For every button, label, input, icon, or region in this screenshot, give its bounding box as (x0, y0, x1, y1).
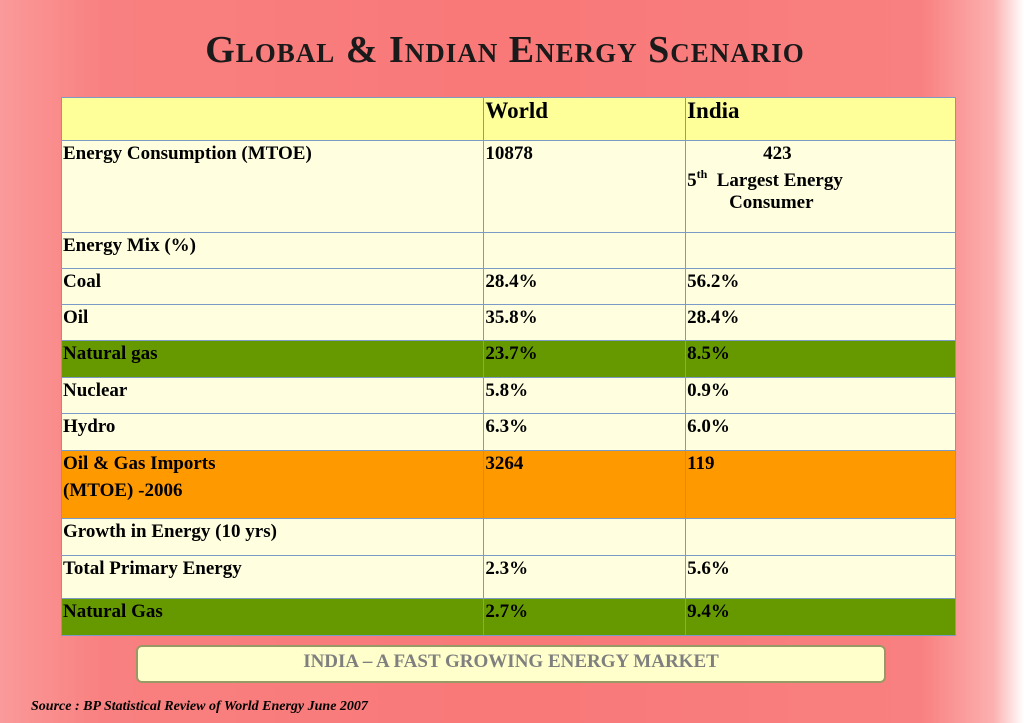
india-value-empty (685, 232, 956, 269)
row-label: Energy Consumption (MTOE) (60, 140, 485, 233)
row-label: Energy Mix (%) (60, 232, 485, 269)
india-value: 8.5% (685, 340, 956, 378)
table-row-imports: Oil & Gas Imports (MTOE) -2006 3264 119 (60, 450, 956, 519)
world-value: 5.8% (483, 377, 687, 414)
india-value: 56.2% (685, 268, 956, 305)
table-row-energy-mix: Energy Mix (%) (60, 232, 956, 269)
imports-label-line2: (MTOE) -2006 (63, 480, 183, 501)
table-row-energy-consumption: Energy Consumption (MTOE) 10878 423 5th … (60, 140, 956, 233)
world-value: 3264 (483, 450, 687, 519)
row-label: Hydro (60, 413, 485, 451)
slide-title: Global & Indian Energy Scenario (205, 29, 805, 71)
table-row: Oil 35.8% 28.4% (60, 304, 956, 341)
row-label: Growth in Energy (10 yrs) (60, 518, 485, 556)
table-row: Hydro 6.3% 6.0% (60, 413, 956, 451)
table-row: Total Primary Energy 2.3% 5.6% (60, 555, 956, 599)
world-value-empty (483, 518, 687, 556)
table-row: Coal 28.4% 56.2% (60, 268, 956, 305)
table-row-natural-gas-growth: Natural Gas 2.7% 9.4% (60, 598, 956, 636)
row-label: Natural gas (60, 340, 485, 378)
world-value: 2.7% (483, 598, 687, 636)
world-value: 28.4% (483, 268, 687, 305)
row-label: Natural Gas (60, 598, 485, 636)
india-note-line1: Largest Energy (716, 170, 843, 191)
row-label: Total Primary Energy (60, 555, 485, 599)
india-value-empty (685, 518, 956, 556)
india-value: 28.4% (685, 304, 956, 341)
india-value: 9.4% (685, 598, 956, 636)
row-label: Coal (60, 268, 485, 305)
row-label: Oil (60, 304, 485, 341)
india-value-cell: 423 5th Largest Energy Consumer (685, 140, 956, 233)
table-row-growth: Growth in Energy (10 yrs) (60, 518, 956, 556)
world-value: 10878 (483, 140, 687, 233)
world-value: 35.8% (483, 304, 687, 341)
india-value: 6.0% (685, 413, 956, 451)
world-value: 23.7% (483, 340, 687, 378)
header-cell-blank (60, 97, 485, 141)
row-label: Nuclear (60, 377, 485, 414)
india-value: 0.9% (685, 377, 956, 414)
india-consumption-value: 423 (763, 143, 792, 164)
header-cell-india: India (685, 97, 956, 141)
india-rank-suffix: th (696, 167, 708, 181)
market-banner: INDIA – A FAST GROWING ENERGY MARKET (136, 645, 886, 683)
energy-table: World India Energy Consumption (MTOE) 10… (60, 97, 956, 636)
imports-label-line1: Oil & Gas Imports (63, 453, 216, 474)
table-row-natural-gas: Natural gas 23.7% 8.5% (60, 340, 956, 378)
india-rank: 5 (687, 170, 697, 191)
table-row: Nuclear 5.8% 0.9% (60, 377, 956, 414)
india-note-line2: Consumer (729, 192, 814, 213)
india-rank-note: 5th Largest Energy Consumer (687, 167, 954, 214)
imports-label-cell: Oil & Gas Imports (MTOE) -2006 (60, 450, 485, 519)
india-value: 119 (685, 450, 956, 519)
world-value: 2.3% (483, 555, 687, 599)
world-value: 6.3% (483, 413, 687, 451)
header-cell-world: World (483, 97, 687, 141)
source-note: Source : BP Statistical Review of World … (31, 699, 368, 714)
india-value: 5.6% (685, 555, 956, 599)
table-header-row: World India (60, 97, 956, 141)
world-value-empty (483, 232, 687, 269)
